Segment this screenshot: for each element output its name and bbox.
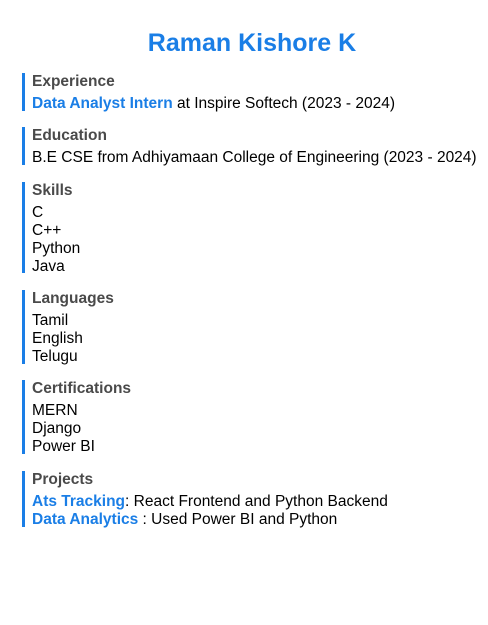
languages-heading: Languages bbox=[32, 290, 114, 307]
project-item: Data Analytics : Used Power BI and Pytho… bbox=[32, 511, 388, 529]
projects-heading: Projects bbox=[32, 471, 94, 488]
project-name: Ats Tracking bbox=[32, 493, 126, 510]
skill-item: C++ bbox=[32, 222, 62, 239]
experience-role: Data Analyst Intern bbox=[32, 95, 173, 112]
education-section: Education B.E CSE from Adhiyamaan Colleg… bbox=[22, 127, 477, 166]
skill-item: Python bbox=[32, 240, 81, 257]
education-entry: B.E CSE from Adhiyamaan College of Engin… bbox=[32, 149, 477, 166]
experience-section: Experience Data Analyst Intern at Inspir… bbox=[22, 73, 395, 113]
language-item: English bbox=[32, 330, 83, 347]
certification-item: Power BI bbox=[32, 438, 95, 455]
education-heading: Education bbox=[32, 127, 107, 144]
project-item: Ats Tracking: React Frontend and Python … bbox=[32, 493, 388, 511]
resume-name: Raman Kishore K bbox=[147, 29, 357, 57]
skills-heading: Skills bbox=[32, 182, 73, 199]
skill-item: C bbox=[32, 204, 44, 221]
experience-detail: at Inspire Softech (2023 - 2024) bbox=[172, 95, 395, 112]
certification-item: MERN bbox=[32, 402, 78, 419]
projects-section: Projects Ats Tracking: React Frontend an… bbox=[22, 471, 388, 529]
certifications-section: Certifications MERN Django Power BI bbox=[22, 380, 132, 455]
skills-section: Skills C C++ Python Java bbox=[22, 182, 81, 275]
project-detail: : React Frontend and Python Backend bbox=[125, 493, 388, 510]
certification-item: Django bbox=[32, 420, 82, 437]
experience-entry: Data Analyst Intern at Inspire Softech (… bbox=[32, 95, 395, 113]
language-item: Tamil bbox=[32, 312, 69, 329]
project-name: Data Analytics bbox=[32, 511, 139, 528]
experience-heading: Experience bbox=[32, 73, 115, 90]
certifications-heading: Certifications bbox=[32, 380, 132, 397]
skill-item: Java bbox=[32, 258, 65, 275]
languages-section: Languages Tamil English Telugu bbox=[22, 290, 114, 365]
project-detail: : Used Power BI and Python bbox=[138, 511, 338, 528]
language-item: Telugu bbox=[32, 348, 78, 365]
